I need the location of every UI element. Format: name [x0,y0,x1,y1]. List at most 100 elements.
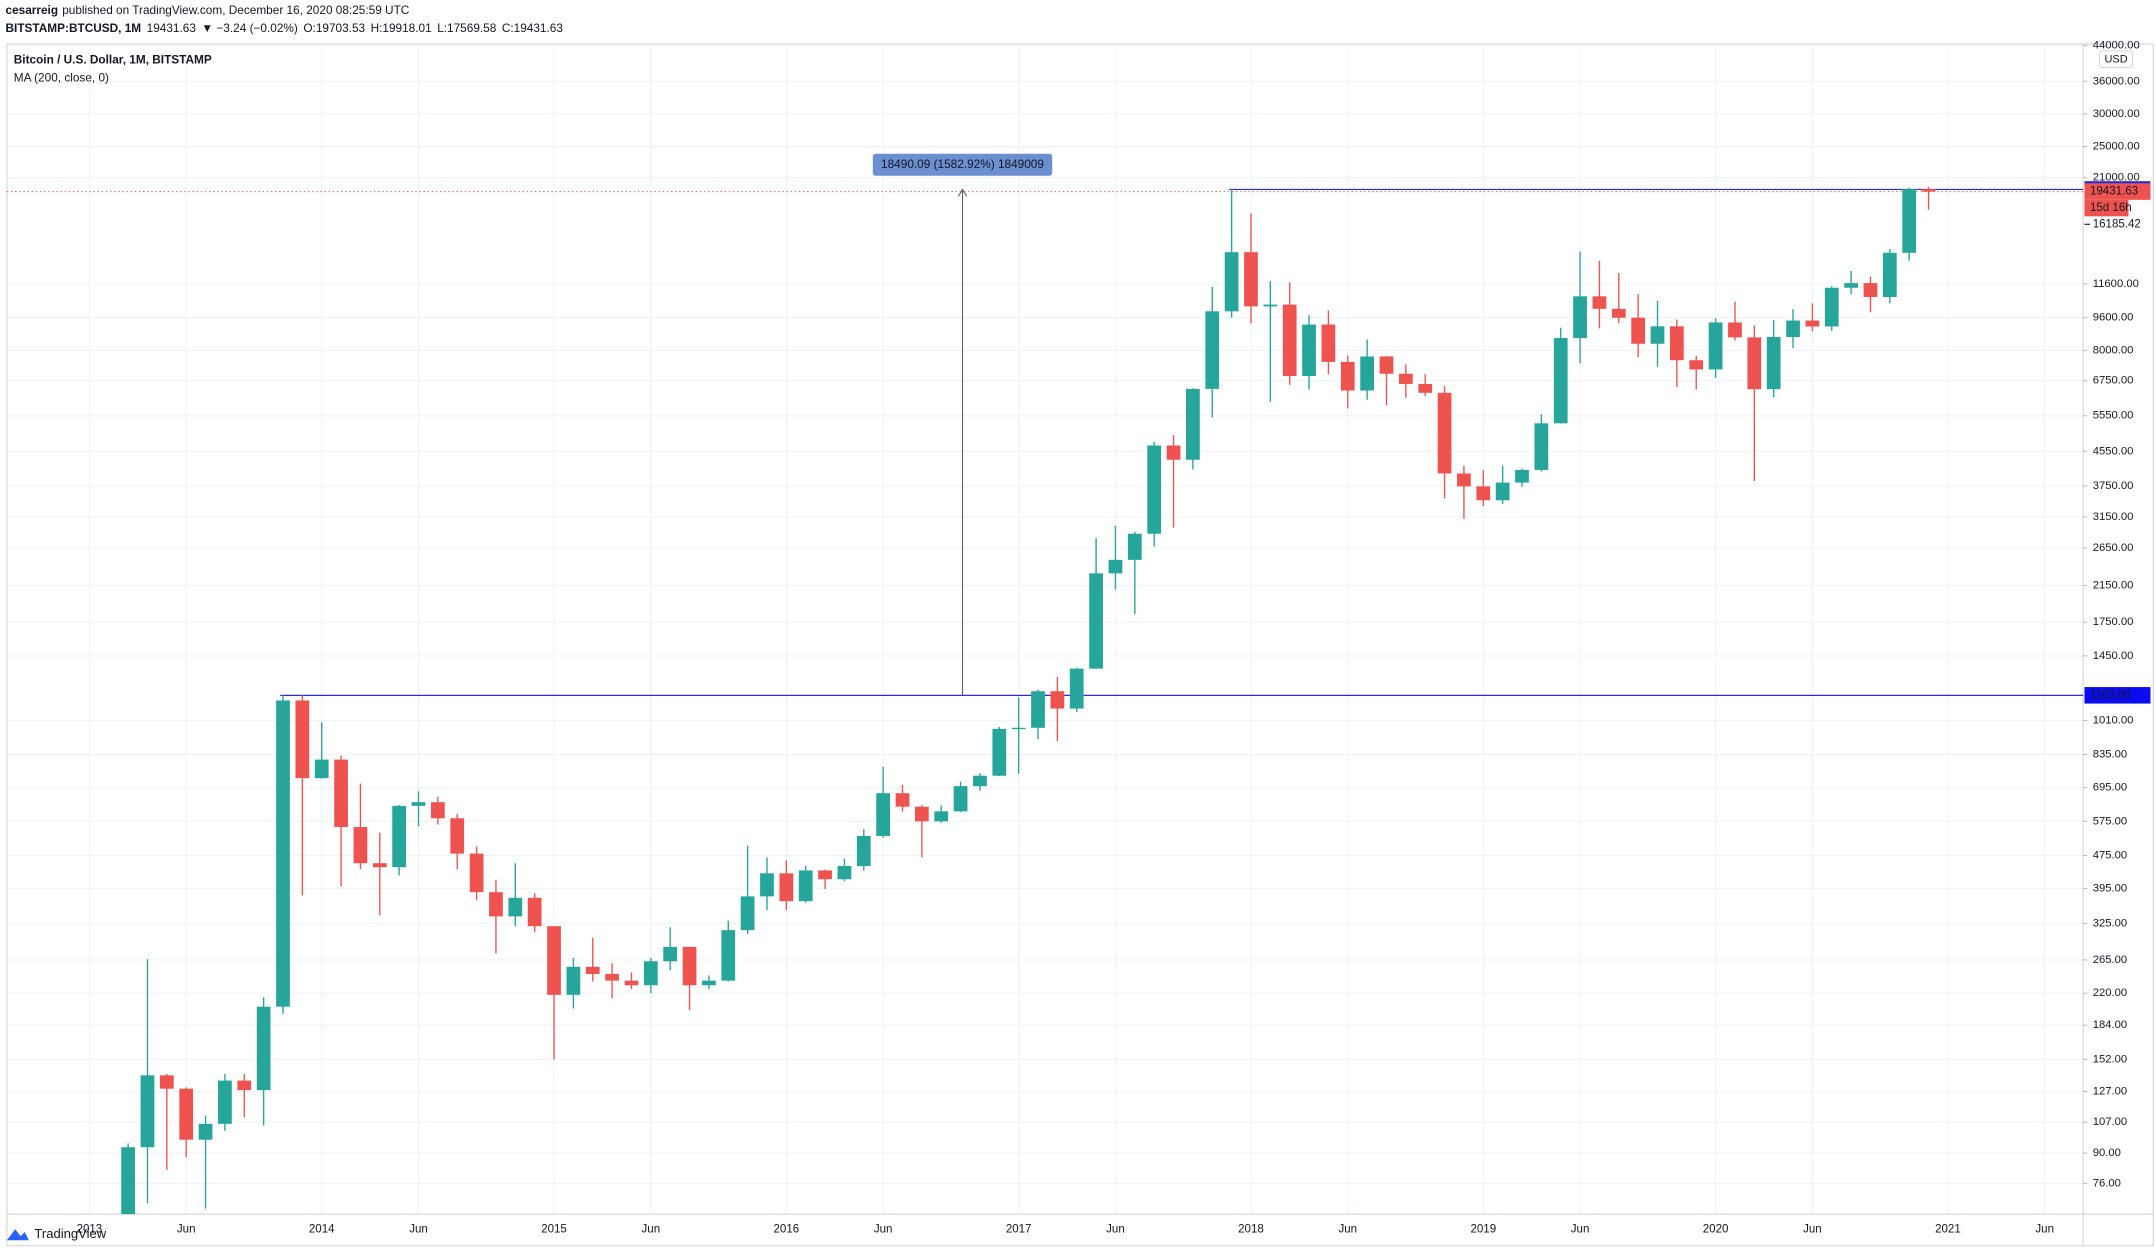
x-tick-label: 2021 [1935,1223,1961,1235]
currency-box[interactable] [2099,50,2134,68]
hline-price: 1163.00 [2090,689,2131,701]
candle-body [1921,189,1936,192]
last-price: 19431.63 [147,21,197,35]
candle-body [1631,317,1646,344]
candle-body [682,946,697,986]
candle-body [1340,361,1355,391]
candle-body [547,926,561,995]
x-tick-label: 2016 [774,1223,800,1235]
candle-body [1824,287,1839,327]
candle-body [1786,320,1800,337]
y-tick-label: 1750.00 [2093,616,2134,628]
candle-body [450,818,465,854]
candle-body [740,896,755,931]
x-tick-label: 2015 [541,1223,567,1235]
change: ▼ −3.24 (−0.02%) [201,21,297,35]
candle-body [818,870,832,880]
candle-body [276,700,290,1007]
candle-body [953,786,968,812]
candle-body [218,1080,232,1124]
y-tick-label: 127.00 [2093,1085,2127,1097]
candle-body [1747,337,1762,390]
candle-body [1050,691,1065,709]
candle-body [1902,189,1917,253]
candle-body [527,897,542,927]
candle-body [334,759,348,828]
y-tick-label: 152.00 [2093,1053,2127,1065]
candle-body [856,835,871,866]
candle-body [566,966,581,995]
y-tick-label: 3750.00 [2093,480,2134,492]
candle-body [372,863,387,868]
currency[interactable]: USD [2104,54,2127,66]
plot [6,187,2084,1215]
candle-body [1379,356,1394,374]
candle-body [1457,473,1471,487]
candle-body [934,811,949,822]
candle-body [1515,469,1529,483]
x-tick-label: 2013 [77,1223,103,1235]
candle-body [508,897,523,917]
candle-body [973,775,987,787]
x-tick-label: Jun [177,1223,196,1235]
candle-body [411,802,426,806]
candle-body [1708,322,1723,370]
symbol: BITSTAMP:BTCUSD, 1M [6,21,142,35]
grid [6,43,2084,1215]
candle-body [779,873,794,902]
x-tick-label: 2014 [309,1223,335,1235]
candle-body [1476,486,1491,501]
candle-body [314,759,329,779]
candle-body [914,806,929,822]
y-tick-label: 265.00 [2093,954,2127,966]
candle-body [624,980,639,986]
axes: 44000.00 36000.00 30000.00 25000.00 21000.00… [77,39,2151,1235]
x-tick-label: 2017 [1006,1223,1032,1235]
x-tick-label: 2020 [1703,1223,1729,1235]
candle-body [837,865,852,880]
y-tick-label: 25000.00 [2093,140,2140,152]
ohlc-value: 19918.01 [382,21,431,35]
brand-logo: TradingView [6,1226,107,1241]
candle-body [876,793,891,836]
y-tick-label: 1450.00 [2093,650,2134,662]
candle-body [1573,296,1587,339]
candle-body [663,946,678,962]
candle-body [1031,691,1045,728]
candle-body [1689,360,1704,370]
y-tick-label: 90.00 [2093,1147,2121,1159]
candle-body [1418,383,1433,393]
y-tick-label: 21000.00 [2093,172,2140,184]
y-tick-label: 325.00 [2093,917,2127,929]
hline-price-box [2084,687,2151,704]
x-tick-label: Jun [1803,1223,1822,1235]
candle-body [1766,336,1781,390]
candle-body [1398,373,1413,384]
x-tick-label: Jun [2035,1223,2054,1235]
y-tick-label: 11600.00 [2093,278,2139,290]
candle-body [1263,304,1278,307]
y-tick-label: 1010.00 [2093,715,2134,727]
candle-body [605,973,619,981]
candle-body [1089,573,1103,669]
candle-body [1611,308,1626,318]
candle-body [1592,296,1607,309]
y-tick-label: 3150.00 [2093,511,2134,523]
x-tick-label: Jun [1106,1223,1125,1235]
measure-arrowhead [957,188,968,197]
candle-body [760,873,774,897]
ohlc-label: O: [303,21,315,35]
y-tick-label: 4550.00 [2093,445,2134,457]
candle-body [992,728,1007,776]
x-tick-label: Jun [642,1223,661,1235]
candle-body [121,1147,135,1215]
x-tick-label: Jun [1571,1223,1590,1235]
candle-body [1650,326,1665,344]
candle-body [295,700,310,779]
candle-body [1011,727,1026,730]
candle-body [1224,252,1239,312]
chart-frame [6,43,2154,1247]
candle-body [256,1006,271,1091]
y-tick-label: 107.00 [2093,1116,2127,1128]
